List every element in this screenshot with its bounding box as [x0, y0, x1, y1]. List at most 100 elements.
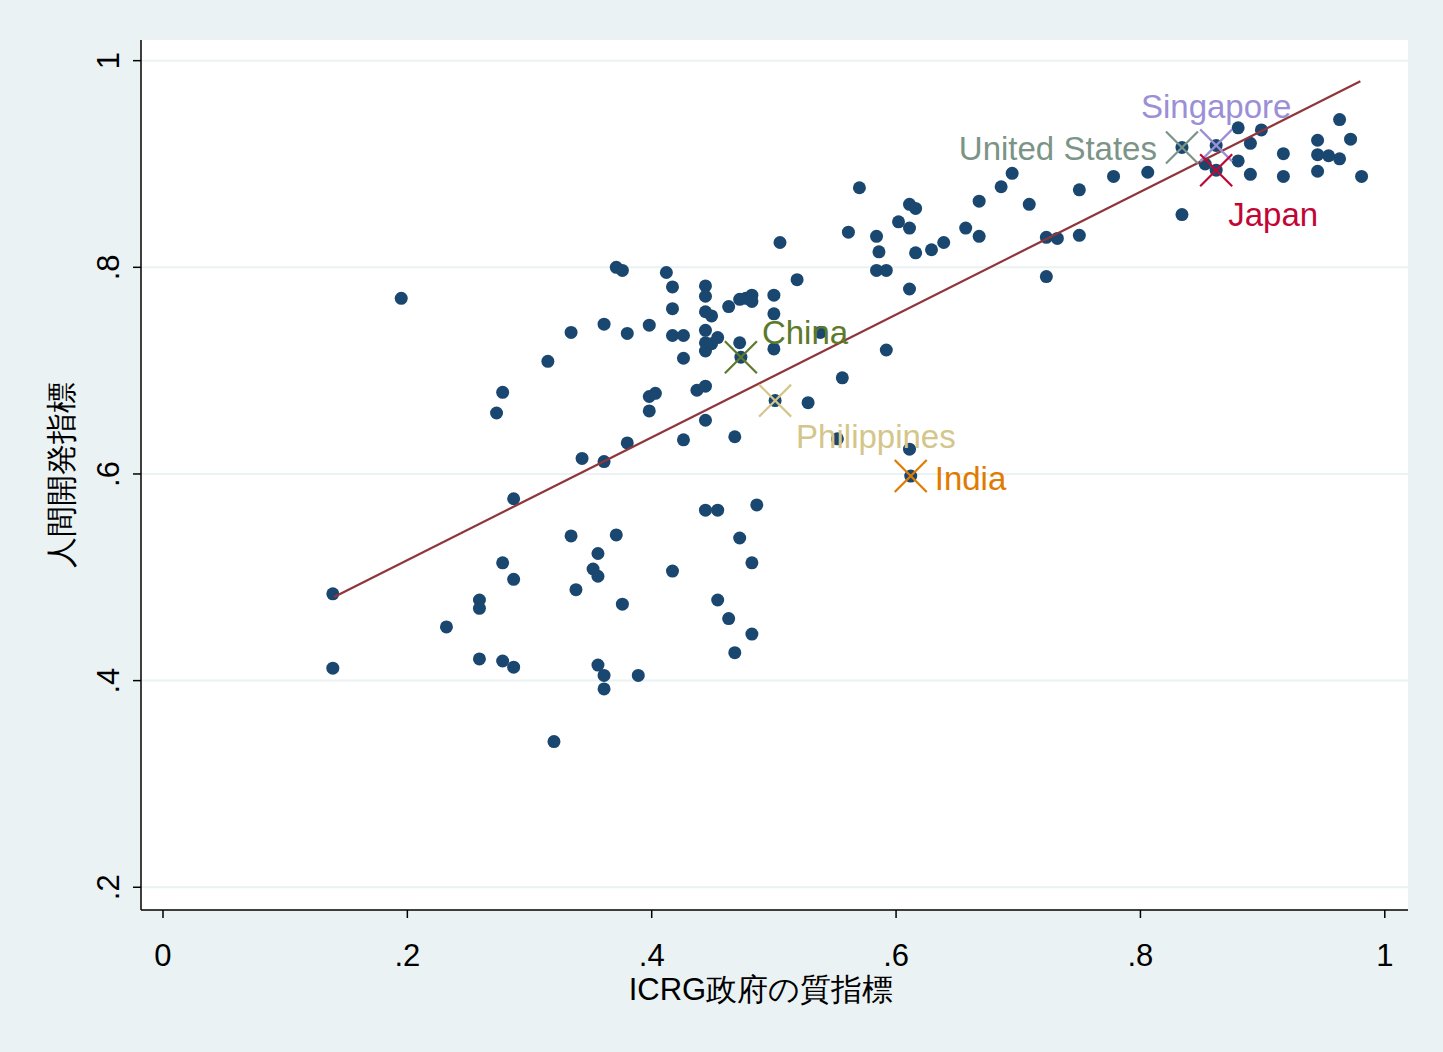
x-tick: [1384, 910, 1386, 918]
point: [1073, 183, 1086, 196]
y-tick-label: .8: [91, 254, 126, 280]
point: [598, 682, 611, 695]
x-tick: [895, 910, 897, 918]
point: [711, 504, 724, 517]
point: [666, 280, 679, 293]
point: [870, 230, 883, 243]
point: [836, 371, 849, 384]
x-axis-title: ICRG政府の質指標: [629, 972, 894, 1007]
point: [440, 620, 453, 633]
point: [711, 331, 724, 344]
y-tick: [133, 680, 141, 682]
point: [1244, 168, 1257, 181]
point: [326, 662, 339, 675]
point: [507, 661, 520, 674]
point: [909, 246, 922, 259]
point: [496, 386, 509, 399]
x-tick-label: .8: [1127, 938, 1153, 973]
point: [1277, 170, 1290, 183]
point: [1344, 133, 1357, 146]
point: [326, 587, 339, 600]
point: [802, 396, 815, 409]
country-marker: [1166, 131, 1198, 163]
labels: United StatesSingaporeJapanChinaPhilippi…: [762, 88, 1318, 497]
point: [1333, 113, 1346, 126]
point: [1311, 134, 1324, 147]
point: [649, 387, 662, 400]
point: [699, 324, 712, 337]
point: [973, 195, 986, 208]
point: [1023, 198, 1036, 211]
point: [750, 498, 763, 511]
country-marker: [895, 460, 927, 492]
point: [1040, 270, 1053, 283]
point: [1322, 149, 1335, 162]
point: [541, 355, 554, 368]
point: [677, 329, 690, 342]
point: [903, 283, 916, 296]
y-tick: [133, 267, 141, 269]
point: [903, 222, 916, 235]
point: [1073, 229, 1086, 242]
country-marker: [759, 385, 791, 417]
point: [598, 318, 611, 331]
point: [773, 236, 786, 249]
grid-line: [141, 266, 1408, 268]
x-tick: [651, 910, 653, 918]
country-marker: [1200, 129, 1232, 161]
point: [791, 273, 804, 286]
y-tick-label: .6: [91, 461, 126, 487]
point: [666, 302, 679, 315]
point: [733, 336, 746, 349]
grid-line: [141, 473, 1408, 475]
point: [728, 430, 741, 443]
point: [598, 669, 611, 682]
point: [616, 264, 629, 277]
grid-line: [141, 886, 1408, 888]
point: [872, 245, 885, 258]
y-axis-title: 人間開発指標: [44, 382, 79, 568]
point: [643, 404, 656, 417]
point: [705, 309, 718, 322]
point: [745, 628, 758, 641]
point: [496, 654, 509, 667]
y-axis: [140, 40, 142, 910]
point: [1311, 148, 1324, 161]
point: [1232, 154, 1245, 167]
point: [699, 380, 712, 393]
background: [0, 0, 1443, 1052]
point: [395, 292, 408, 305]
point: [1277, 147, 1290, 160]
point: [1355, 170, 1368, 183]
marks: [326, 81, 1368, 748]
y-tick-label: .2: [91, 874, 126, 900]
point: [473, 652, 486, 665]
point: [892, 215, 905, 228]
country-label: Singapore: [1141, 88, 1291, 125]
point: [1141, 166, 1154, 179]
point: [925, 243, 938, 256]
fit-line: [334, 81, 1360, 597]
chart: .2.4.6.810.2.4.6.81ICRG政府の質指標人間開発指標Unite…: [0, 0, 1443, 1052]
point: [677, 433, 690, 446]
point: [591, 570, 604, 583]
point: [621, 327, 634, 340]
point: [591, 547, 604, 560]
country-label: United States: [959, 130, 1157, 167]
point: [565, 326, 578, 339]
grid-line: [141, 60, 1408, 62]
point: [496, 556, 509, 569]
point: [1175, 208, 1188, 221]
point: [728, 646, 741, 659]
y-tick: [133, 60, 141, 62]
point: [490, 407, 503, 420]
x-tick: [162, 910, 164, 918]
point: [722, 612, 735, 625]
point: [473, 602, 486, 615]
x-tick-label: .6: [883, 938, 909, 973]
country-label: Japan: [1228, 196, 1318, 233]
country-label: Philippines: [796, 418, 956, 455]
point: [699, 504, 712, 517]
x-tick: [1140, 910, 1142, 918]
point: [643, 319, 656, 332]
